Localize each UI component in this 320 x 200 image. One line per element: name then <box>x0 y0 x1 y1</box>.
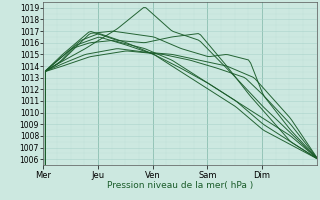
X-axis label: Pression niveau de la mer( hPa ): Pression niveau de la mer( hPa ) <box>107 181 253 190</box>
